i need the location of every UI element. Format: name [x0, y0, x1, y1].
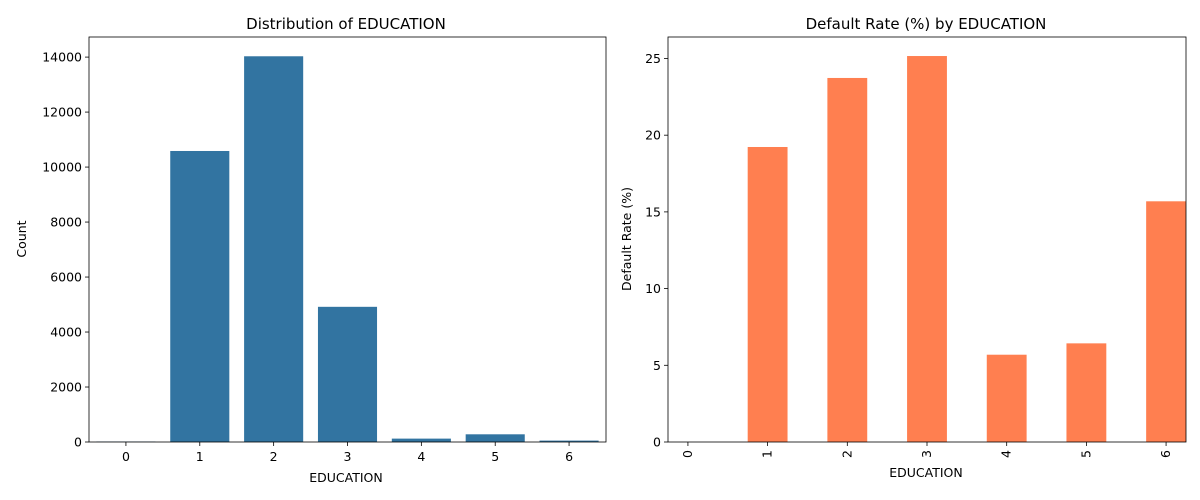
left-bar-6: [539, 440, 599, 442]
right-y-tick-label: 15: [645, 204, 661, 219]
left-bars-group: [96, 56, 599, 443]
left-x-tick-label: 5: [491, 449, 499, 464]
right-bar-6: [1146, 201, 1186, 442]
right-y-tick-label: 10: [645, 281, 661, 296]
right-x-tick-label: 6: [1158, 450, 1173, 458]
left-bar-5: [465, 434, 525, 442]
left-axes-group: 0 1 2 3 4 5 6 0 2000 4000 6000 8000 10000 12000 14000: [42, 36, 607, 464]
right-x-tick-label: 2: [839, 450, 854, 458]
right-y-tick-label: 25: [645, 51, 661, 66]
left-x-tick-label: 0: [122, 449, 130, 464]
right-bars-group: [747, 56, 1186, 442]
left-y-tick-label: 8000: [50, 215, 82, 230]
right-bar-5: [1066, 343, 1107, 442]
right-chart-title: Default Rate (%) by EDUCATION: [806, 15, 1047, 33]
right-bar-2: [827, 77, 868, 442]
panel-right: Default Rate (%) by EDUCATION 0 1 2 3 4 5 6 0 5 1…: [619, 15, 1187, 480]
left-x-tick-label: 3: [344, 449, 352, 464]
panel-left: Distribution of EDUCATION 0 1 2 3 4 5 6 0 2000 40…: [14, 15, 607, 485]
left-y-axis-label: Count: [14, 220, 29, 257]
left-y-tick-label: 2000: [50, 380, 82, 395]
right-axes-group: 0 1 2 3 4 5 6 0 5 10 15 20 25: [645, 36, 1187, 458]
left-y-tick-label: 14000: [42, 50, 82, 65]
left-y-tick-label: 0: [74, 435, 82, 450]
right-y-tick-label: 20: [645, 128, 661, 143]
left-y-tick-label: 6000: [50, 270, 82, 285]
right-x-axis-label: EDUCATION: [889, 465, 963, 480]
right-x-tick-label: 0: [680, 450, 695, 458]
right-bar-3: [907, 56, 947, 442]
right-x-tick-label: 1: [760, 450, 775, 458]
right-bar-1: [747, 146, 788, 442]
right-x-tick-label: 4: [999, 450, 1014, 458]
right-y-tick-label: 0: [653, 435, 661, 450]
left-bar-3: [317, 306, 378, 442]
right-x-tick-label: 3: [919, 450, 934, 458]
left-y-tick-label: 10000: [42, 160, 82, 175]
left-x-axis-label: EDUCATION: [309, 470, 383, 485]
right-x-tick-label: 5: [1078, 450, 1093, 458]
left-bar-4: [391, 438, 451, 442]
left-chart-title: Distribution of EDUCATION: [246, 15, 446, 33]
left-y-tick-label: 4000: [50, 325, 82, 340]
left-x-tick-label: 6: [565, 449, 573, 464]
left-x-tick-label: 4: [417, 449, 425, 464]
left-x-tick-label: 2: [270, 449, 278, 464]
left-y-tick-label: 12000: [42, 105, 82, 120]
left-bar-2: [244, 56, 304, 443]
right-y-tick-label: 5: [653, 358, 661, 373]
right-y-axis-label: Default Rate (%): [619, 187, 634, 291]
left-bar-1: [170, 150, 230, 442]
left-x-tick-label: 1: [196, 449, 204, 464]
right-bar-4: [986, 354, 1027, 442]
